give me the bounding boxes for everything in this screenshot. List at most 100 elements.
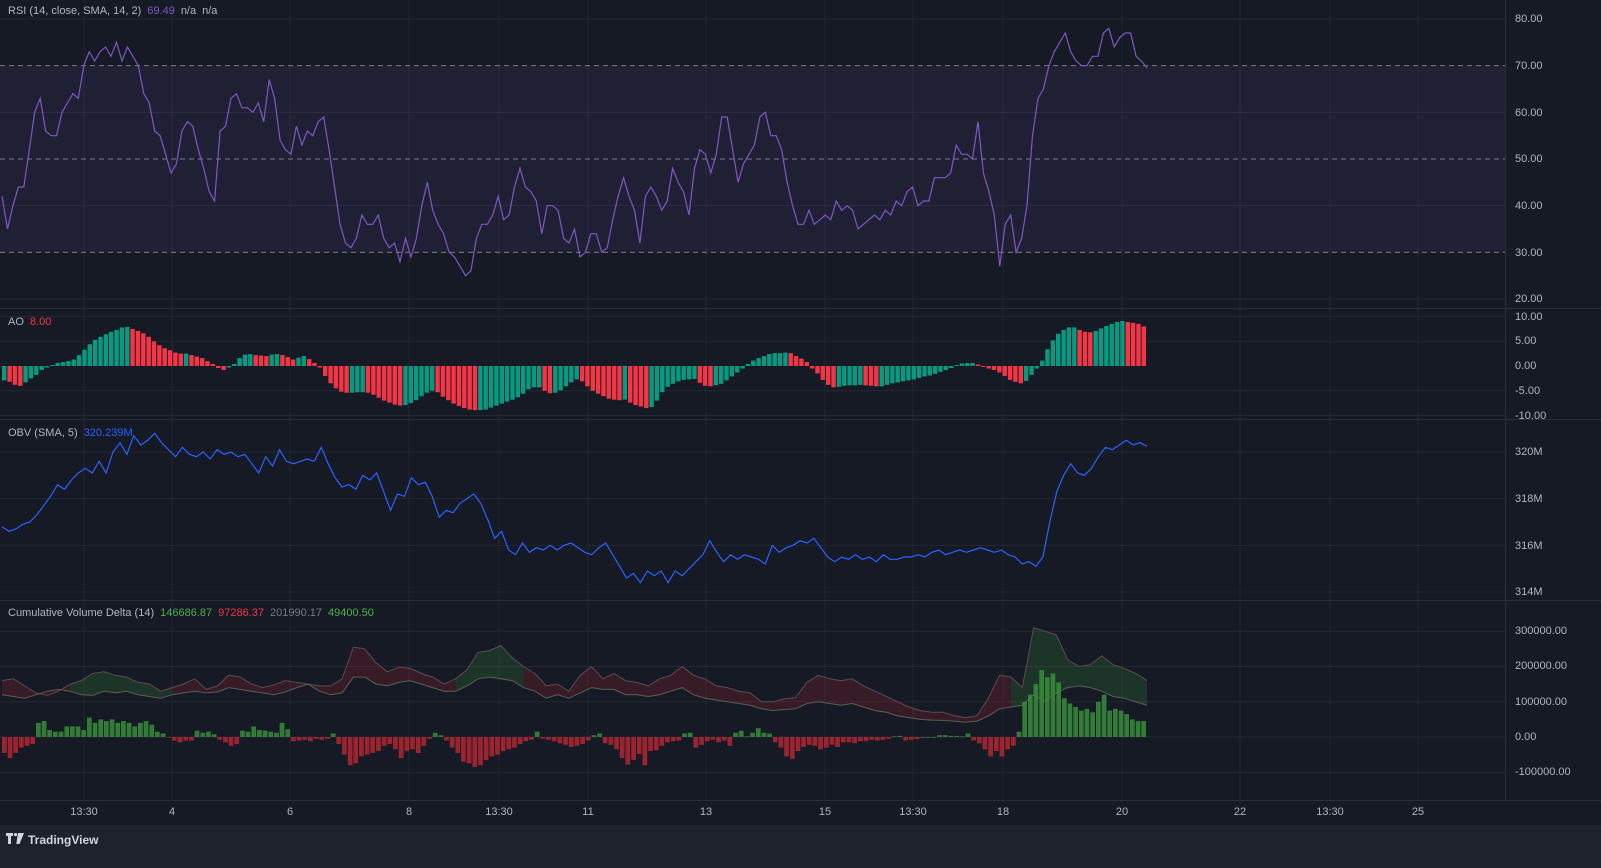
cvd-histogram-bar <box>2 737 7 753</box>
cvd-histogram-bar <box>296 737 302 741</box>
time-axis-tick: 8 <box>405 806 413 818</box>
ao-bar <box>1045 349 1050 366</box>
footer-bar: TradingView <box>0 825 1601 868</box>
ao-bar <box>60 362 66 366</box>
ao-bar <box>719 366 724 384</box>
cvd-histogram-bar <box>251 726 257 737</box>
cvd-histogram-bar <box>1011 737 1016 746</box>
cvd-band <box>330 678 343 695</box>
ao-bar <box>360 366 365 393</box>
cvd-histogram-bar <box>534 731 540 737</box>
ao-bar <box>478 366 483 411</box>
cvd-band <box>1078 664 1091 688</box>
rsi-axis-tick: 50.00 <box>1515 153 1543 165</box>
cvd-histogram-bar <box>693 737 699 748</box>
cvd-histogram-bar <box>659 737 665 746</box>
ao-bar <box>660 366 665 393</box>
ao-bar <box>777 353 783 366</box>
chart-canvas[interactable] <box>0 0 1601 825</box>
ao-bar <box>938 366 943 372</box>
cvd-histogram-bar <box>823 737 829 748</box>
cvd-histogram-bar <box>1067 703 1073 737</box>
ao-bar <box>440 366 446 397</box>
ao-bar <box>579 366 585 382</box>
ao-bar <box>226 366 232 368</box>
cvd-histogram-bar <box>1141 721 1146 737</box>
cvd-histogram-bar <box>1096 701 1101 738</box>
tradingview-brand[interactable]: TradingView <box>6 833 98 847</box>
ao-bar <box>18 366 23 386</box>
cvd-legend[interactable]: Cumulative Volume Delta (14) 146686.87 9… <box>8 607 374 619</box>
cvd-band <box>92 671 105 696</box>
cvd-axis-tick: -100000.00 <box>1515 766 1571 778</box>
ao-bar <box>55 363 60 366</box>
ao-bar <box>1082 331 1088 366</box>
time-axis-tick: 20 <box>1115 806 1129 818</box>
ao-bar <box>162 348 167 366</box>
obv-legend[interactable]: OBV (SMA, 5) 320.239M <box>8 427 133 439</box>
ao-bar <box>189 355 194 366</box>
cvd-band <box>942 712 955 722</box>
ao-bar <box>34 366 39 375</box>
cvd-histogram-bar <box>665 737 670 743</box>
ao-bar <box>804 362 809 366</box>
cvd-value-3: 201990.17 <box>270 607 323 619</box>
rsi-legend[interactable]: RSI (14, close, SMA, 14, 2) 69.49 n/a n/… <box>8 5 217 17</box>
cvd-band <box>353 647 365 678</box>
cvd-histogram-bar <box>245 731 251 737</box>
cvd-histogram-bar <box>427 737 432 739</box>
cvd-histogram-bar <box>529 737 534 740</box>
cvd-histogram-bar <box>336 737 342 744</box>
ao-bar <box>595 366 601 394</box>
ao-bar <box>574 366 579 380</box>
cvd-histogram-bar <box>733 732 738 737</box>
cvd-histogram-bar <box>200 732 206 737</box>
ao-bar <box>521 366 526 394</box>
cvd-histogram-bar <box>500 737 506 752</box>
ao-bar <box>183 353 189 366</box>
cvd-histogram-bar <box>1101 694 1107 737</box>
cvd-histogram-bar <box>359 737 364 757</box>
cvd-histogram-bar <box>121 721 126 737</box>
ao-bar <box>965 363 970 366</box>
ao-bar <box>858 366 863 385</box>
cvd-histogram-bar <box>874 737 880 741</box>
ao-bar <box>494 366 499 406</box>
ao-bar <box>735 366 740 373</box>
cvd-histogram-bar <box>750 732 755 737</box>
cvd-histogram-bar <box>999 737 1005 757</box>
ao-legend[interactable]: AO 8.00 <box>8 316 51 328</box>
cvd-histogram-bar <box>41 721 47 737</box>
ao-bar <box>119 327 125 366</box>
ao-bar <box>697 366 702 383</box>
cvd-histogram-bar <box>1028 694 1033 737</box>
ao-bar <box>312 363 317 366</box>
cvd-histogram-bar <box>1130 719 1135 737</box>
cvd-histogram-bar <box>149 724 155 737</box>
cvd-histogram-bar <box>704 737 710 742</box>
cvd-histogram-bar <box>160 733 166 737</box>
cvd-histogram-bar <box>81 730 87 737</box>
cvd-histogram-bar <box>755 728 761 737</box>
ao-bar <box>397 366 403 406</box>
ao-bar <box>414 366 419 401</box>
cvd-histogram-bar <box>994 737 999 752</box>
ao-bar <box>483 366 488 410</box>
rsi-axis-tick: 20.00 <box>1515 293 1543 305</box>
cvd-histogram-bar <box>1079 710 1084 737</box>
cvd-histogram-bar <box>721 737 727 741</box>
cvd-band <box>500 645 513 681</box>
ao-bar <box>745 364 751 366</box>
ao-bar <box>408 366 413 404</box>
chart-container[interactable]: RSI (14, close, SMA, 14, 2) 69.49 n/a n/… <box>0 0 1601 825</box>
ao-bar <box>488 366 494 408</box>
time-axis-tick: 6 <box>286 806 294 818</box>
ao-bar <box>820 366 825 380</box>
cvd-histogram-bar <box>302 737 308 740</box>
cvd-histogram-bar <box>347 737 353 766</box>
cvd-band <box>1101 655 1113 697</box>
cvd-band <box>70 680 82 695</box>
cvd-band <box>591 666 603 690</box>
cvd-histogram-bar <box>421 737 427 746</box>
cvd-histogram-bar <box>132 726 138 737</box>
